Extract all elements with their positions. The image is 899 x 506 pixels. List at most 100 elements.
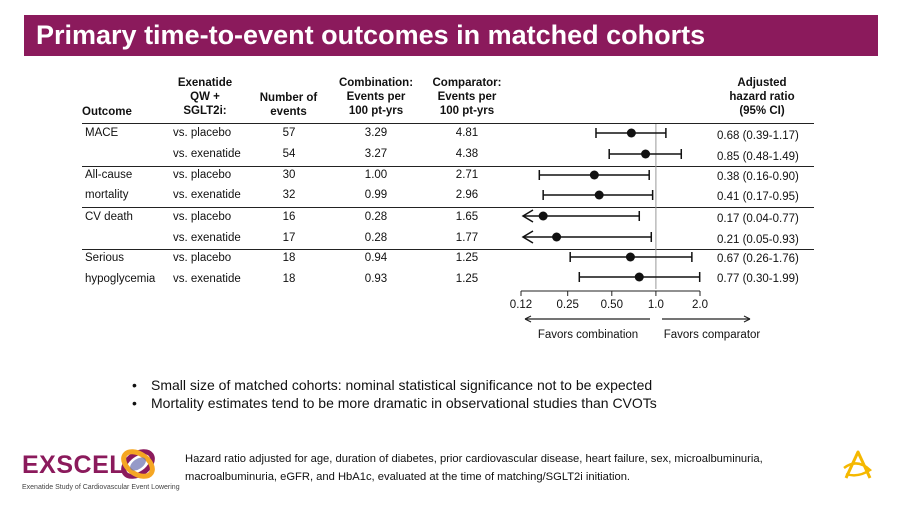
table-rule xyxy=(82,166,814,167)
header-combination-line3: 100 pt-yrs xyxy=(348,105,404,117)
row-hazard-ratio: 0.85 (0.48-1.49) xyxy=(717,151,799,163)
hazard-ratio-point xyxy=(552,232,562,242)
header-group-line2: QW + xyxy=(190,91,220,103)
row-comparator-rate: 2.96 xyxy=(455,189,479,201)
favors-comparator-label: Favors comparator xyxy=(664,329,761,341)
hazard-ratio-point xyxy=(589,170,599,180)
row-combination-rate: 0.28 xyxy=(364,232,388,244)
x-tick-label: 0.12 xyxy=(510,299,532,311)
table-rule xyxy=(82,207,814,208)
row-comparator-rate: 1.25 xyxy=(455,273,479,285)
row-combination-rate: 1.00 xyxy=(364,169,388,181)
row-outcome: Serious xyxy=(85,252,124,264)
notes-list: • Small size of matched cohorts: nominal… xyxy=(132,376,657,412)
row-group: vs. exenatide xyxy=(173,232,241,244)
row-outcome: CV death xyxy=(85,211,133,223)
row-hazard-ratio: 0.38 (0.16-0.90) xyxy=(717,171,799,183)
row-outcome: MACE xyxy=(85,127,119,139)
header-number-line2: events xyxy=(270,106,307,118)
hazard-ratio-point xyxy=(626,128,636,138)
header-combination-line2: Events per xyxy=(346,91,406,103)
favors-right-arrowhead xyxy=(743,315,751,323)
row-outcome: All-cause xyxy=(85,169,133,181)
title-banner: Primary time-to-event outcomes in matche… xyxy=(24,15,878,56)
row-combination-rate: 3.27 xyxy=(364,148,388,160)
header-hr-line3: (95% CI) xyxy=(739,105,785,117)
hazard-ratio-point xyxy=(594,190,604,200)
header-combination-line1: Combination: xyxy=(338,77,414,89)
x-tick-label: 0.50 xyxy=(601,299,623,311)
row-hazard-ratio: 0.17 (0.04-0.77) xyxy=(717,213,799,225)
row-hazard-ratio: 0.68 (0.39-1.17) xyxy=(717,130,799,142)
header-comparator-line2: Events per xyxy=(437,91,497,103)
header-number-line1: Number of xyxy=(259,92,318,104)
row-hazard-ratio: 0.77 (0.30-1.99) xyxy=(717,273,799,285)
exscel-logo-icon xyxy=(121,449,155,479)
table-rule xyxy=(82,249,814,250)
row-group: vs. placebo xyxy=(173,169,232,181)
header-outcome: Outcome xyxy=(82,106,132,118)
exscel-logo-wordmark: EXSCEL xyxy=(22,451,126,479)
x-tick-label: 1.0 xyxy=(648,299,664,311)
x-tick-label: 2.0 xyxy=(692,299,708,311)
row-group: vs. placebo xyxy=(173,127,232,139)
row-group: vs. exenatide xyxy=(173,189,241,201)
row-hazard-ratio: 0.21 (0.05-0.93) xyxy=(717,234,799,246)
header-group: Exenatide QW + SGLT2i: xyxy=(170,76,240,118)
exscel-logo-subtitle: Exenatide Study of Cardiovascular Event … xyxy=(22,484,180,491)
row-hazard-ratio: 0.41 (0.17-0.95) xyxy=(717,191,799,203)
row-comparator-rate: 2.71 xyxy=(455,169,479,181)
hazard-ratio-point xyxy=(641,149,651,159)
note-item: • Small size of matched cohorts: nominal… xyxy=(132,376,657,394)
row-events: 18 xyxy=(282,252,296,264)
table-rule xyxy=(82,123,814,124)
note-text: Mortality estimates tend to be more dram… xyxy=(151,395,657,411)
row-group: vs. exenatide xyxy=(173,148,241,160)
header-group-line1: Exenatide xyxy=(177,77,233,89)
bullet-glyph: • xyxy=(132,377,137,393)
header-comparator: Comparator: Events per 100 pt-yrs xyxy=(422,76,512,118)
header-number: Number of events xyxy=(251,91,326,119)
row-group: vs. placebo xyxy=(173,252,232,264)
row-group: vs. placebo xyxy=(173,211,232,223)
row-combination-rate: 0.94 xyxy=(364,252,388,264)
header-hr-line2: hazard ratio xyxy=(729,91,795,103)
row-combination-rate: 3.29 xyxy=(364,127,388,139)
favors-combination-label: Favors combination xyxy=(538,329,638,341)
footnote: Hazard ratio adjusted for age, duration … xyxy=(185,453,763,483)
slide-title: Primary time-to-event outcomes in matche… xyxy=(36,20,706,50)
brand-icon xyxy=(843,450,873,479)
header-hr-line1: Adjusted xyxy=(737,77,787,89)
bullet-glyph: • xyxy=(132,395,137,411)
row-comparator-rate: 4.38 xyxy=(455,148,479,160)
row-comparator-rate: 1.65 xyxy=(455,211,479,223)
row-events: 32 xyxy=(282,189,296,201)
row-events: 30 xyxy=(282,169,296,181)
hazard-ratio-point xyxy=(625,252,635,262)
header-comparator-line3: 100 pt-yrs xyxy=(439,105,495,117)
row-combination-rate: 0.93 xyxy=(364,273,388,285)
header-combination: Combination: Events per 100 pt-yrs xyxy=(331,76,421,118)
row-outcome: mortality xyxy=(85,189,129,201)
row-hazard-ratio: 0.67 (0.26-1.76) xyxy=(717,253,799,265)
row-events: 54 xyxy=(282,148,296,160)
row-combination-rate: 0.99 xyxy=(364,189,388,201)
ci-arrowhead xyxy=(521,230,534,244)
header-hazard-ratio: Adjusted hazard ratio (95% CI) xyxy=(712,76,812,118)
header-group-line3: SGLT2i: xyxy=(183,105,227,117)
row-events: 16 xyxy=(282,211,296,223)
favors-left-arrowhead xyxy=(524,315,532,323)
x-tick-label: 0.25 xyxy=(557,299,579,311)
ci-arrowhead xyxy=(521,209,534,223)
row-events: 18 xyxy=(282,273,296,285)
note-text: Small size of matched cohorts: nominal s… xyxy=(151,377,653,393)
row-comparator-rate: 4.81 xyxy=(455,127,479,139)
row-events: 17 xyxy=(282,232,296,244)
hazard-ratio-point xyxy=(634,272,644,282)
row-comparator-rate: 1.77 xyxy=(455,232,479,244)
row-outcome: hypoglycemia xyxy=(85,273,156,285)
row-combination-rate: 0.28 xyxy=(364,211,388,223)
row-comparator-rate: 1.25 xyxy=(455,252,479,264)
note-item: • Mortality estimates tend to be more dr… xyxy=(132,394,657,412)
